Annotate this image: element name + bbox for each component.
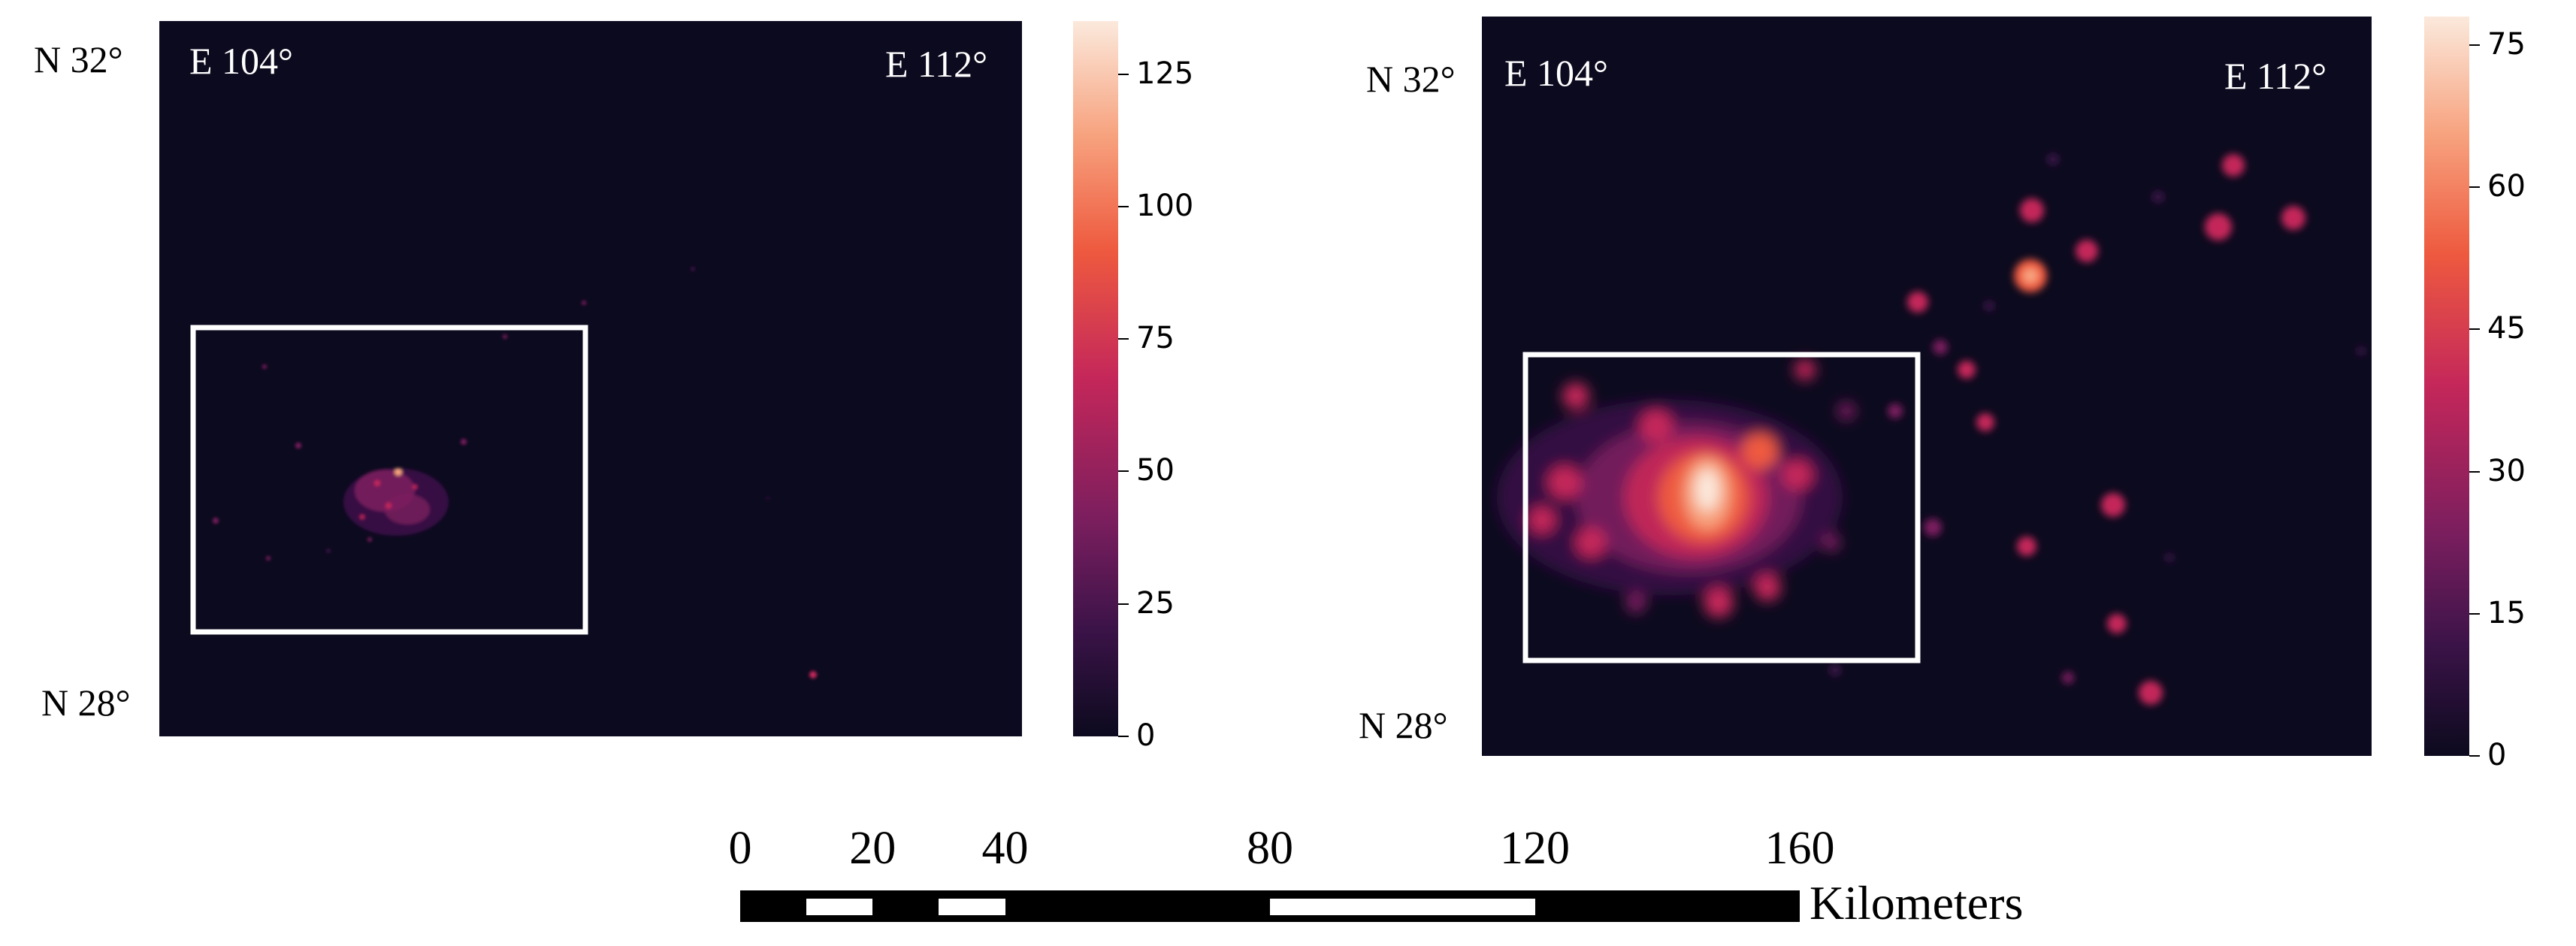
- scale-bar-label: 40: [981, 823, 1029, 874]
- colorbar-tick-label: 0: [2487, 738, 2507, 772]
- colorbar-tick-mark: [2469, 328, 2480, 331]
- colorbar-tick-mark: [2469, 755, 2480, 757]
- scale-bar-label: 120: [1500, 823, 1570, 874]
- light-cluster-chengdu-left: [213, 267, 817, 679]
- scale-bar-white-segment: [939, 899, 1005, 915]
- map-image-right: [1497, 153, 2366, 705]
- colorbar-tick-mark: [1118, 603, 1129, 605]
- nightlight-map-right: E 104° E 112°: [1482, 17, 2372, 756]
- lat-top-label-right: N 32°: [1366, 58, 1456, 100]
- lat-bottom-label-right: N 28°: [1359, 704, 1448, 746]
- highlight-box-left: [190, 325, 588, 635]
- colorbar-tick-label: 45: [2487, 311, 2526, 346]
- lat-bottom-label-left: N 28°: [41, 682, 131, 724]
- colorbar-tick-label: 100: [1136, 188, 1194, 223]
- scale-bar-unit: Kilometers: [1810, 876, 2024, 929]
- map-image-left: [190, 267, 817, 679]
- scale-bar-label: 80: [1247, 823, 1293, 874]
- colorbar-gradient-left: [1073, 21, 1118, 736]
- colorbar-tick-label: 0: [1136, 718, 1156, 753]
- lon-right-label-left: E 112°: [885, 43, 988, 85]
- colorbar-left: [1073, 21, 1118, 736]
- scale-bar-white-segment: [806, 899, 873, 915]
- colorbar-tick-label: 25: [1136, 585, 1175, 621]
- colorbar-tick-label: 75: [2487, 26, 2526, 62]
- scale-bar-white-segment: [1270, 899, 1535, 915]
- colorbar-tick-mark: [1118, 205, 1129, 207]
- colorbar-tick-mark: [2469, 186, 2480, 189]
- lon-left-label-right: E 104°: [1504, 52, 1609, 94]
- colorbar-tick-label: 50: [1136, 453, 1175, 488]
- scale-bar-label: 160: [1764, 823, 1835, 874]
- colorbar-tick-mark: [1118, 338, 1129, 340]
- colorbar-tick-mark: [2469, 612, 2480, 615]
- colorbar-tick-mark: [2469, 44, 2480, 46]
- scale-bar-label: 20: [849, 823, 896, 874]
- light-cluster-others-right: [1829, 153, 2366, 705]
- colorbar-tick-label: 60: [2487, 169, 2526, 204]
- lon-right-label-right: E 112°: [2224, 55, 2327, 97]
- highlight-box-right: [1522, 352, 1921, 663]
- colorbar-gradient-right: [2424, 17, 2469, 756]
- colorbar-right: [2424, 17, 2469, 756]
- light-cluster-chengdu-right: [1497, 359, 1855, 618]
- scale-bar-label: 0: [728, 823, 752, 874]
- colorbar-tick-mark: [2469, 470, 2480, 473]
- colorbar-tick-mark: [1118, 736, 1129, 737]
- colorbar-tick-label: 75: [1136, 321, 1175, 356]
- colorbar-tick-label: 15: [2487, 595, 2526, 630]
- nightlight-map-left: E 104° E 112°: [159, 21, 1022, 736]
- colorbar-tick-label: 30: [2487, 453, 2526, 488]
- lat-top-label-left: N 32°: [34, 38, 123, 80]
- colorbar-tick-mark: [1118, 470, 1129, 473]
- colorbar-tick-mark: [1118, 73, 1129, 75]
- lon-left-label-left: E 104°: [189, 40, 294, 82]
- colorbar-tick-label: 125: [1136, 56, 1194, 91]
